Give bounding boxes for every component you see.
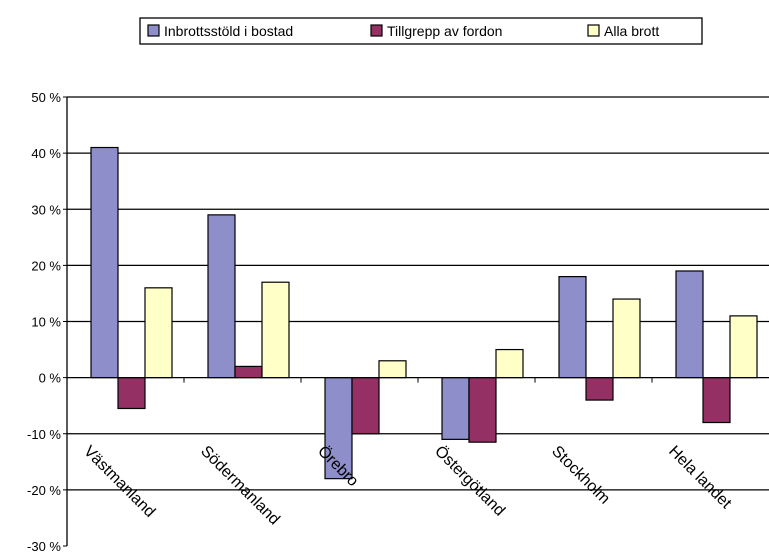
bar-inbrottsstold-i-bostad-hela-landet — [675, 270, 704, 379]
category-label-hela-landet: Hela landet — [665, 443, 735, 513]
legend: Inbrottsstöld i bostad Tillgrepp av fordo… — [139, 17, 703, 45]
bar-alla-brott-stockholm — [612, 298, 641, 379]
bar-alla-brott-hela-landet — [729, 315, 758, 379]
bar-alla-brott-ostergotland — [495, 348, 524, 379]
legend-swatch-tillgrepp-av-fordon — [370, 24, 383, 37]
bar-alla-brott-sodermanland — [261, 281, 290, 379]
bar-inbrottsstold-i-bostad-sodermanland — [207, 214, 236, 379]
category-label-sodermanland: Södermanland — [197, 443, 283, 529]
y-tick-label: -20 % — [27, 483, 61, 498]
y-tick-label: 0 % — [39, 371, 62, 386]
y-tick-label: 50 % — [31, 90, 61, 105]
bar-tillgrepp-av-fordon-orebro — [351, 377, 380, 435]
y-tick-label: 40 % — [31, 146, 61, 161]
bar-inbrottsstold-i-bostad-vastmanland — [90, 146, 119, 379]
bar-tillgrepp-av-fordon-vastmanland — [117, 377, 146, 410]
y-tick-label: -30 % — [27, 539, 61, 552]
bar-tillgrepp-av-fordon-sodermanland — [234, 365, 263, 379]
bar-tillgrepp-av-fordon-ostergotland — [468, 377, 497, 443]
bar-inbrottsstold-i-bostad-orebro — [324, 377, 353, 480]
gridlines — [67, 96, 769, 491]
y-tick-label: 30 % — [31, 202, 61, 217]
legend-label-inbrottsstold-i-bostad: Inbrottsstöld i bostad — [164, 23, 293, 39]
legend-label-alla-brott: Alla brott — [604, 23, 659, 39]
bars — [90, 146, 758, 480]
axes — [63, 96, 769, 547]
bar-alla-brott-orebro — [378, 360, 407, 379]
y-tick-label: 20 % — [31, 258, 61, 273]
bar-inbrottsstold-i-bostad-ostergotland — [441, 377, 470, 440]
category-label-stockholm: Stockholm — [548, 443, 613, 508]
legend-swatch-alla-brott — [587, 24, 600, 37]
legend-box — [139, 17, 703, 45]
bar-alla-brott-vastmanland — [144, 287, 173, 379]
bar-tillgrepp-av-fordon-hela-landet — [702, 377, 731, 424]
y-tick-label: 10 % — [31, 315, 61, 330]
bar-tillgrepp-av-fordon-stockholm — [585, 377, 614, 401]
bar-inbrottsstold-i-bostad-stockholm — [558, 276, 587, 379]
legend-swatch-inbrottsstold-i-bostad — [147, 24, 160, 37]
category-label-ostergotland: Östergötland — [431, 442, 509, 520]
y-tick-label: -10 % — [27, 427, 61, 442]
category-label-vastmanland: Västmanland — [80, 443, 158, 521]
legend-label-tillgrepp-av-fordon: Tillgrepp av fordon — [387, 23, 502, 39]
